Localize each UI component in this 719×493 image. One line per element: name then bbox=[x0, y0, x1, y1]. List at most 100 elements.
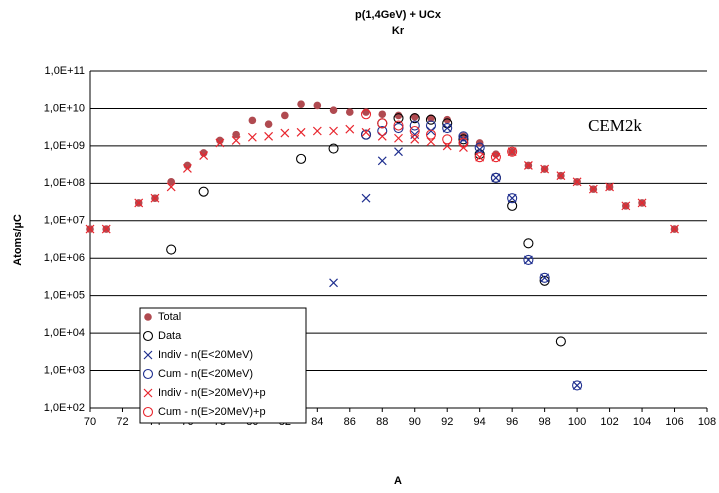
x-stroke bbox=[394, 133, 403, 143]
x-stroke bbox=[101, 224, 111, 234]
open-point bbox=[377, 118, 388, 129]
chart-subtitle: Kr bbox=[392, 25, 405, 37]
filled-point bbox=[281, 111, 289, 120]
open-point bbox=[393, 122, 404, 134]
y-tick-label: 1,0E+08 bbox=[44, 177, 85, 189]
annotation: CEM2k bbox=[588, 116, 642, 135]
open-point bbox=[393, 113, 404, 124]
y-axis-label: Atoms/µC bbox=[12, 214, 24, 266]
x-stroke bbox=[507, 193, 517, 203]
open-point bbox=[539, 272, 550, 283]
filled-point bbox=[313, 101, 322, 110]
x-marker bbox=[345, 124, 355, 134]
open-point bbox=[474, 142, 485, 153]
x-stroke bbox=[426, 126, 436, 136]
x-axis-label: A bbox=[394, 475, 402, 487]
x-stroke bbox=[637, 198, 647, 208]
x-stroke bbox=[377, 131, 387, 141]
x-stroke bbox=[329, 278, 338, 288]
y-tick-label: 1,0E+07 bbox=[44, 215, 85, 227]
x-stroke bbox=[621, 201, 631, 211]
open-point bbox=[393, 120, 404, 131]
x-marker bbox=[394, 147, 403, 157]
chart-title: p(1,4GeV) + UCx bbox=[355, 9, 442, 21]
x-tick-label: 88 bbox=[376, 416, 388, 428]
x-marker bbox=[475, 145, 485, 154]
open-point bbox=[360, 129, 372, 140]
x-marker bbox=[523, 255, 533, 265]
x-marker bbox=[491, 152, 501, 162]
x-stroke bbox=[588, 184, 598, 194]
filled-point bbox=[329, 106, 338, 114]
legend-label: Data bbox=[158, 330, 182, 342]
x-tick-label: 84 bbox=[311, 416, 323, 428]
filled-point bbox=[199, 149, 208, 157]
open-point bbox=[507, 200, 518, 211]
x-stroke bbox=[507, 147, 517, 157]
x-stroke bbox=[312, 126, 322, 136]
open-point bbox=[442, 122, 453, 134]
open-point bbox=[198, 186, 209, 197]
x-stroke bbox=[475, 152, 485, 162]
open-point bbox=[490, 152, 501, 163]
open-point bbox=[539, 275, 550, 286]
open-point bbox=[458, 137, 469, 148]
x-marker bbox=[475, 152, 485, 162]
x-marker bbox=[572, 381, 582, 390]
x-marker bbox=[231, 135, 241, 145]
x-marker bbox=[507, 147, 517, 157]
y-tick-label: 1,0E+05 bbox=[44, 290, 85, 302]
x-marker bbox=[605, 182, 615, 192]
open-point bbox=[490, 172, 501, 183]
x-stroke bbox=[410, 134, 420, 144]
x-tick-label: 96 bbox=[506, 416, 518, 428]
x-stroke bbox=[442, 123, 452, 133]
x-stroke bbox=[670, 224, 679, 234]
x-stroke bbox=[247, 132, 257, 142]
legend-label: Cum - n(E>20MeV)+p bbox=[158, 406, 266, 418]
x-marker bbox=[329, 126, 338, 136]
x-marker bbox=[182, 164, 192, 173]
x-marker bbox=[377, 156, 387, 166]
x-stroke bbox=[143, 350, 153, 360]
x-stroke bbox=[540, 164, 550, 174]
x-marker bbox=[621, 201, 631, 211]
x-stroke bbox=[426, 137, 436, 147]
x-marker bbox=[426, 137, 436, 147]
x-marker bbox=[361, 193, 371, 203]
y-tick-label: 1,0E+02 bbox=[44, 402, 85, 414]
filled-point bbox=[410, 112, 419, 121]
x-marker bbox=[491, 173, 501, 183]
open-point bbox=[507, 146, 518, 157]
x-marker bbox=[264, 131, 274, 141]
open-point bbox=[507, 193, 518, 204]
x-tick-label: 70 bbox=[84, 416, 96, 428]
x-stroke bbox=[540, 273, 550, 283]
open-point bbox=[425, 129, 437, 140]
open-point bbox=[409, 113, 420, 124]
open-point bbox=[360, 109, 372, 120]
y-tick-label: 1,0E+06 bbox=[44, 252, 85, 264]
x-marker bbox=[166, 182, 176, 192]
x-stroke bbox=[394, 147, 403, 157]
x-stroke bbox=[523, 161, 533, 170]
x-marker bbox=[199, 151, 209, 161]
y-tick-label: 1,0E+09 bbox=[44, 140, 85, 152]
x-marker bbox=[670, 224, 679, 234]
open-point bbox=[296, 153, 307, 164]
filled-point bbox=[443, 115, 452, 124]
x-marker bbox=[143, 388, 153, 398]
open-point bbox=[555, 336, 566, 347]
x-stroke bbox=[377, 156, 387, 166]
x-tick-label: 90 bbox=[409, 416, 421, 428]
open-point bbox=[458, 134, 469, 145]
x-marker bbox=[556, 171, 566, 181]
x-marker bbox=[150, 193, 160, 203]
x-stroke bbox=[605, 182, 615, 192]
x-stroke bbox=[491, 152, 501, 162]
x-marker bbox=[361, 127, 371, 137]
open-point bbox=[572, 380, 583, 391]
x-stroke bbox=[166, 182, 176, 192]
x-stroke bbox=[264, 131, 274, 141]
